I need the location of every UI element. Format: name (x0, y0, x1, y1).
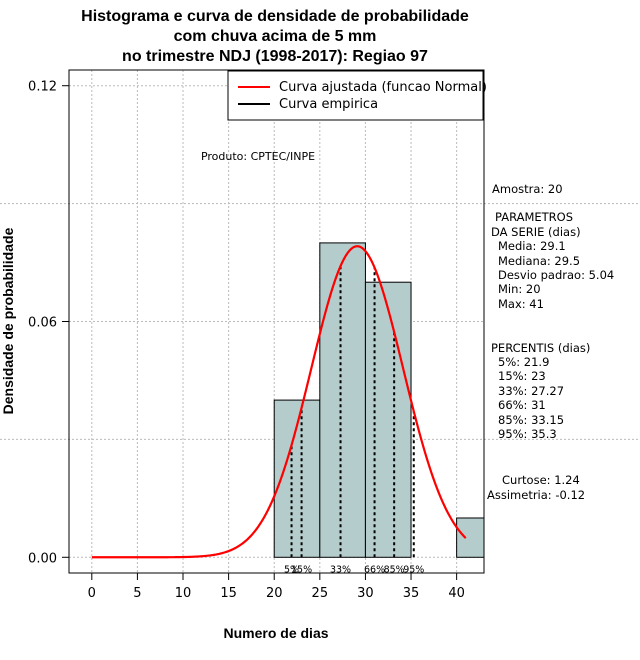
x-axis: 0 5 10 15 20 25 30 35 40 (88, 573, 465, 601)
stat-curtose: Curtose: 1.24 (502, 473, 580, 487)
y-axis-title: Densidade de probabilidade (0, 227, 16, 414)
percentile-label: 15% (291, 564, 312, 575)
param-media: Media: 29.1 (498, 239, 566, 253)
percentil-85: 85%: 33.15 (498, 413, 564, 427)
x-tick-label: 20 (266, 586, 283, 601)
percentil-15: 15%: 23 (498, 369, 546, 383)
histogram-bar (364, 281, 412, 558)
percentile-label: 33% (330, 564, 351, 575)
y-tick-label: 0.06 (28, 316, 57, 331)
normal-curve-layer (91, 245, 467, 559)
histogram-bar (456, 517, 485, 558)
param-min: Min: 20 (498, 282, 541, 296)
param-max: Max: 41 (498, 297, 544, 311)
percentile-label: 85% (384, 564, 405, 575)
x-tick-label: 5 (133, 586, 141, 601)
param-desvio: Desvio padrao: 5.04 (498, 268, 614, 282)
chart-title-line-2: com chuva acima de 5 mm (174, 28, 377, 45)
x-tick-label: 10 (175, 586, 192, 601)
percentil-33: 33%: 27.27 (498, 384, 564, 398)
legend-normal-label: Curva ajustada (funcao Normal) (279, 80, 487, 95)
percentile-label: 5% (284, 564, 299, 575)
percentil-66: 66%: 31 (498, 398, 546, 412)
y-tick-label: 0.12 (28, 80, 57, 95)
x-axis-title: Numero de dias (223, 625, 328, 641)
percentile-lines: 5%15% 33% 66%85%95% (284, 266, 424, 575)
y-axis: 0.00 0.06 0.12 (28, 80, 69, 566)
x-tick-label: 25 (312, 586, 329, 601)
chart-title-line-3: no trimestre NDJ (1998-2017): Regiao 97 (122, 48, 428, 65)
stat-assimetria: Assimetria: -0.12 (487, 488, 585, 502)
percentile-label: 66% (364, 564, 385, 575)
y-tick-label: 0.00 (28, 551, 57, 566)
x-tick-label: 30 (357, 586, 374, 601)
side-panel: Amostra: 20 PARAMETROS DA SERIE (dias) M… (487, 182, 614, 502)
histogram-bars (273, 242, 485, 558)
histogram-bar (319, 242, 366, 558)
percentile-label: 95% (403, 564, 424, 575)
percentis-title: PERCENTIS (dias) (491, 341, 590, 355)
legend-empirical-label: Curva empirica (279, 97, 378, 112)
params-title-2: DA SERIE (dias) (491, 225, 581, 239)
params-title-1: PARAMETROS (495, 210, 573, 224)
legend: Curva ajustada (funcao Normal) Curva emp… (227, 70, 487, 121)
normal-fit-curve (91, 245, 467, 559)
product-annotation: Produto: CPTEC/INPE (201, 150, 315, 163)
x-tick-label: 15 (220, 586, 237, 601)
percentil-5: 5%: 21.9 (498, 355, 549, 369)
x-tick-label: 0 (88, 586, 96, 601)
param-mediana: Mediana: 29.5 (498, 254, 580, 268)
percentil-95: 95%: 35.3 (498, 427, 557, 441)
x-tick-label: 40 (448, 586, 465, 601)
chart-title-line-1: Histograma e curva de densidade de proba… (81, 8, 469, 25)
legend-box (227, 70, 484, 121)
x-tick-label: 35 (403, 586, 420, 601)
sample-count: Amostra: 20 (492, 182, 563, 196)
